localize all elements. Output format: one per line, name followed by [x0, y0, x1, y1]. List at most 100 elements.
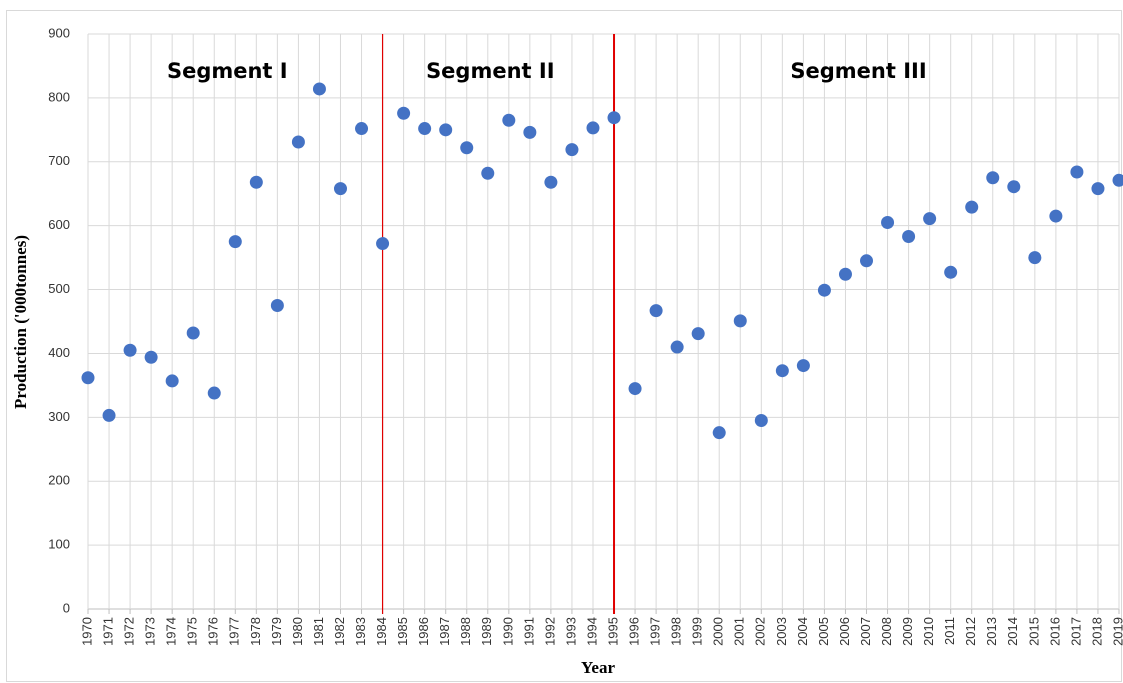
- point: [565, 143, 579, 157]
- x-tick-label: 1996: [626, 617, 641, 646]
- y-tick-label: 100: [48, 537, 70, 552]
- chart-frame: [6, 10, 1122, 682]
- point: [586, 121, 600, 135]
- point: [881, 215, 895, 229]
- x-tick-label: 1994: [584, 617, 599, 646]
- x-tick-label: 1987: [437, 617, 452, 646]
- x-tick-label: 1977: [227, 617, 242, 646]
- segment-label: Segment III: [790, 59, 926, 83]
- x-tick-label: 1984: [374, 617, 389, 646]
- x-tick-label: 2012: [963, 617, 978, 646]
- x-tick-label: 1975: [185, 617, 200, 646]
- x-tick-label: 2007: [858, 617, 873, 646]
- point: [355, 122, 369, 136]
- y-tick-label: 300: [48, 409, 70, 424]
- point: [754, 414, 768, 428]
- y-tick-label: 0: [63, 600, 70, 615]
- x-tick-label: 1972: [122, 617, 137, 646]
- y-tick-label: 500: [48, 281, 70, 296]
- x-tick-label: 2006: [837, 617, 852, 646]
- point: [249, 175, 263, 189]
- x-tick-label: 1973: [143, 617, 158, 646]
- point: [923, 212, 937, 226]
- x-tick-label: 1998: [669, 617, 684, 646]
- x-tick-label: 1982: [332, 617, 347, 646]
- point: [1007, 180, 1021, 194]
- point: [860, 254, 874, 268]
- point: [481, 166, 495, 180]
- x-tick-label: 1978: [248, 617, 263, 646]
- segment-label: Segment II: [426, 59, 554, 83]
- x-tick-label: 1995: [605, 617, 620, 646]
- point: [1028, 251, 1042, 265]
- x-tick-label: 1991: [521, 617, 536, 646]
- point: [102, 408, 116, 422]
- x-tick-label: 1974: [164, 617, 179, 646]
- point: [312, 82, 326, 96]
- point: [986, 171, 1000, 185]
- x-tick-label: 2002: [753, 617, 768, 646]
- x-tick-label: 1971: [100, 617, 115, 646]
- x-tick-label: 2000: [711, 617, 726, 646]
- x-tick-label: 2011: [942, 617, 957, 645]
- point: [1049, 209, 1063, 223]
- x-tick-label: 2018: [1089, 617, 1104, 646]
- point: [1070, 165, 1084, 179]
- x-tick-label: 2013: [984, 617, 999, 646]
- x-tick-label: 2008: [879, 617, 894, 646]
- point: [1091, 182, 1105, 196]
- x-tick-label: 1989: [479, 617, 494, 646]
- point: [439, 123, 453, 137]
- point: [691, 327, 705, 341]
- point: [628, 382, 642, 396]
- x-tick-label: 1992: [542, 617, 557, 646]
- y-tick-label: 700: [48, 153, 70, 168]
- y-tick-label: 800: [48, 89, 70, 104]
- y-axis-title: Production ('000tonnes): [11, 235, 30, 409]
- point: [902, 230, 916, 244]
- x-tick-label: 1999: [690, 617, 705, 646]
- point: [775, 364, 789, 378]
- point: [207, 386, 221, 400]
- x-tick-label: 1983: [353, 617, 368, 646]
- point: [397, 106, 411, 120]
- y-tick-label: 400: [48, 345, 70, 360]
- x-tick-label: 2003: [774, 617, 789, 646]
- x-tick-label: 1993: [563, 617, 578, 646]
- x-tick-label: 1981: [311, 617, 326, 646]
- point: [81, 371, 95, 385]
- point: [817, 283, 831, 297]
- point: [165, 374, 179, 388]
- point: [965, 200, 979, 214]
- point: [607, 111, 621, 125]
- x-tick-label: 1988: [458, 617, 473, 646]
- x-tick-label: 1986: [416, 617, 431, 646]
- x-tick-label: 2016: [1047, 617, 1062, 646]
- x-tick-label: 2019: [1110, 617, 1123, 646]
- x-tick-label: 1985: [395, 617, 410, 646]
- point: [523, 125, 537, 139]
- point: [649, 304, 663, 318]
- x-axis-title: Year: [581, 658, 615, 677]
- point: [270, 299, 284, 313]
- point: [944, 265, 958, 279]
- x-tick-label: 2015: [1026, 617, 1041, 646]
- point: [186, 326, 200, 340]
- point: [123, 343, 137, 357]
- point: [502, 113, 516, 127]
- x-tick-label: 1997: [648, 617, 663, 646]
- x-tick-label: 2017: [1068, 617, 1083, 646]
- point: [291, 135, 305, 149]
- x-tick-label: 1980: [290, 617, 305, 646]
- x-tick-label: 1979: [269, 617, 284, 646]
- x-tick-label: 1970: [79, 617, 94, 646]
- point: [838, 267, 852, 281]
- y-tick-label: 900: [48, 25, 70, 40]
- x-tick-label: 2010: [921, 617, 936, 646]
- point: [376, 237, 390, 251]
- point: [228, 235, 242, 249]
- point: [712, 426, 726, 440]
- x-tick-label: 1990: [500, 617, 515, 646]
- x-tick-label: 2014: [1005, 617, 1020, 646]
- point: [544, 175, 558, 189]
